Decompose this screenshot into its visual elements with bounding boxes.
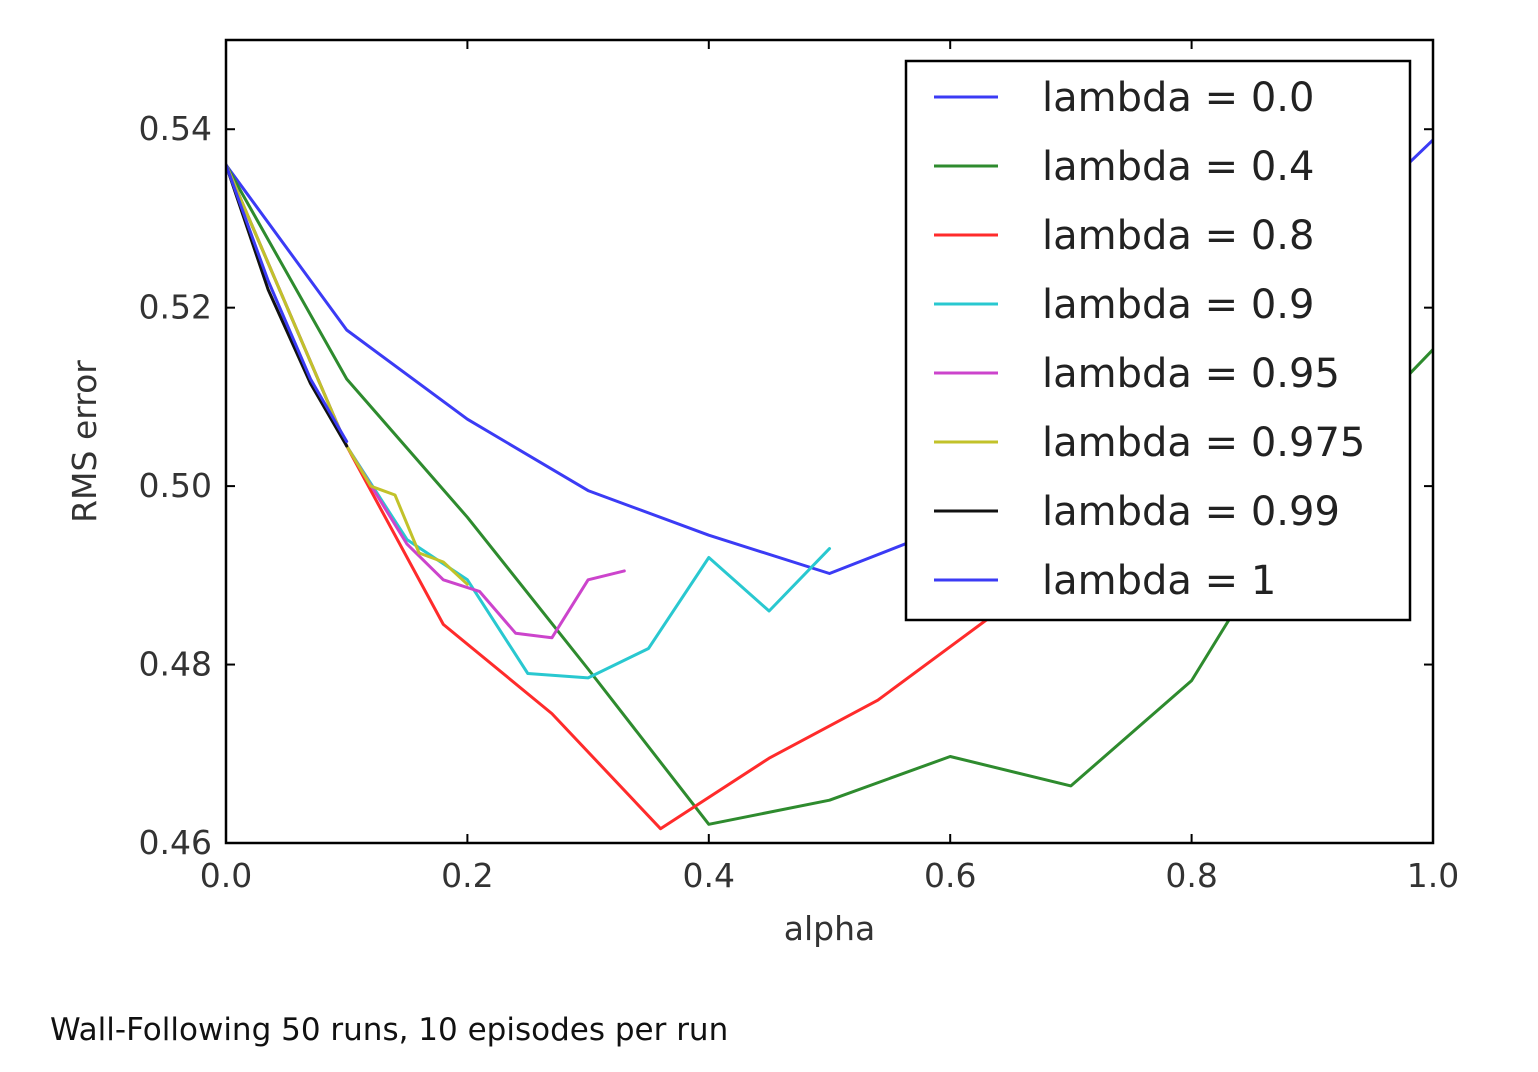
y-tick-label: 0.54	[139, 109, 212, 148]
x-tick-label: 0.4	[683, 856, 735, 895]
x-tick-label: 0.6	[924, 856, 976, 895]
y-tick-label: 0.52	[139, 288, 212, 327]
x-axis-label: alpha	[784, 909, 875, 948]
legend-label: lambda = 0.9	[1042, 282, 1314, 328]
x-tick-label: 0.0	[200, 856, 252, 895]
line-chart: 0.0 0.2 0.4 0.6 0.8 1.0 0.46 0.48 0.50 0.52 0.54 a…	[65, 38, 1459, 948]
legend-label: lambda = 0.99	[1042, 489, 1340, 535]
x-tick-label: 1.0	[1407, 856, 1459, 895]
legend-label: lambda = 0.95	[1042, 351, 1340, 397]
series-line-2	[226, 163, 1000, 831]
y-tick-label: 0.48	[139, 645, 212, 684]
series-line-6	[226, 163, 349, 448]
y-tick-label: 0.50	[139, 466, 212, 505]
legend-box	[904, 59, 1412, 622]
y-axis-label: RMS error	[65, 360, 104, 523]
series-line-7	[226, 163, 349, 443]
legend-label: lambda = 0.4	[1042, 144, 1314, 190]
series-line-4	[226, 163, 626, 640]
caption: Wall-Following 50 runs, 10 episodes per …	[50, 1012, 729, 1048]
legend-label: lambda = 0.0	[1042, 75, 1314, 121]
series-line-3	[226, 163, 831, 680]
tick-layer: 0.0 0.2 0.4 0.6 0.8 1.0 0.46 0.48 0.50 0.52 0.54	[139, 40, 1459, 895]
legend-label: lambda = 1	[1042, 558, 1276, 604]
legend-label: lambda = 0.8	[1042, 213, 1314, 259]
legend-label: lambda = 0.975	[1042, 420, 1365, 466]
plot-frame	[224, 38, 1435, 845]
x-tick-label: 0.2	[441, 856, 493, 895]
x-tick-label: 0.8	[1165, 856, 1217, 895]
y-tick-label: 0.46	[139, 823, 212, 862]
legend: lambda = 0.0 lambda = 0.4 lambda = 0.8 lamb…	[904, 59, 1412, 622]
